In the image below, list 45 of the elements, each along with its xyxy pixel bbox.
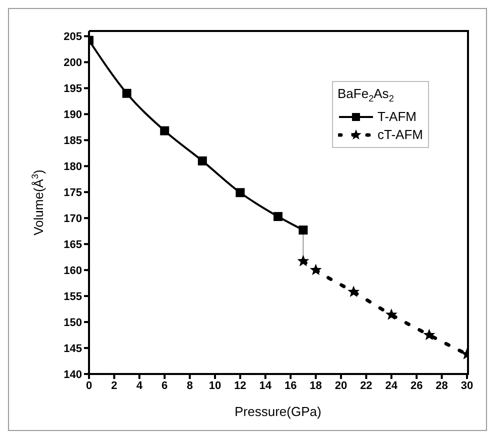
x-tick-label: 30 (460, 380, 474, 392)
y-tick-label: 185 (64, 135, 82, 148)
point (198, 156, 207, 166)
y-tick-label: 195 (64, 83, 82, 96)
point (298, 226, 308, 235)
legend-label: T-AFM (378, 108, 416, 126)
x-tick-label: 20 (334, 380, 348, 392)
y-tick-label: 180 (64, 161, 82, 174)
y-tick-label: 200 (64, 57, 82, 70)
y-tick-label: 155 (64, 290, 82, 303)
point (297, 254, 310, 266)
y-tick-label: 205 (64, 31, 82, 44)
x-tick-label: 12 (234, 380, 246, 392)
y-tick-label: 150 (64, 316, 82, 329)
point (160, 126, 170, 136)
x-tick-label: 6 (162, 380, 168, 392)
x-tick-label: 18 (310, 380, 322, 392)
x-tick-label: 10 (208, 380, 222, 392)
point (348, 286, 360, 297)
x-tick-label: 16 (284, 380, 297, 392)
point (274, 212, 282, 222)
y-tick-label: 190 (64, 109, 82, 122)
x-tick-label: 22 (360, 380, 372, 392)
x-tick-label: 28 (436, 380, 448, 392)
point (385, 308, 398, 320)
x-axis-title: Pressure(GPa) (234, 404, 322, 419)
x-tick-label: 8 (186, 380, 193, 392)
x-tick-label: 2 (111, 380, 118, 392)
legend-label: cT-AFM (378, 126, 423, 144)
point (236, 188, 245, 198)
legend-title: BaFe$_{2}$As$_{2}$ (338, 86, 394, 104)
x-tick-label: 4 (136, 380, 144, 392)
y-tick-label: 175 (64, 187, 82, 200)
x-tick-label: 14 (259, 380, 272, 392)
x-tick-label: 0 (86, 380, 92, 392)
x-tick-label: 26 (410, 380, 423, 392)
y-tick-label: 165 (64, 238, 82, 251)
y-tick-label: 170 (64, 212, 82, 225)
point (423, 328, 436, 340)
y-tick-label: 145 (64, 342, 82, 355)
y-tick-label: 140 (64, 368, 82, 381)
x-tick-label: 24 (385, 380, 398, 392)
point (122, 88, 132, 98)
y-tick-label: 160 (64, 264, 82, 277)
point (310, 264, 322, 276)
